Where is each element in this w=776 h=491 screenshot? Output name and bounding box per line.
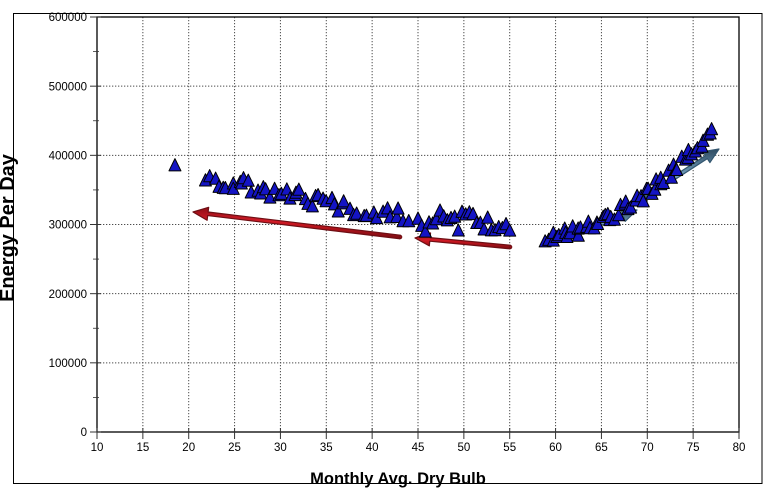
- svg-text:35: 35: [320, 442, 333, 454]
- svg-text:100000: 100000: [49, 358, 87, 370]
- svg-text:200000: 200000: [49, 289, 87, 301]
- svg-text:55: 55: [503, 442, 516, 454]
- svg-text:0: 0: [81, 427, 87, 439]
- svg-text:Monthly Avg. Dry Bulb: Monthly Avg. Dry Bulb: [310, 470, 486, 488]
- svg-text:25: 25: [228, 442, 241, 454]
- svg-text:75: 75: [687, 442, 700, 454]
- svg-text:600000: 600000: [49, 12, 87, 24]
- svg-text:Energy Per Day: Energy Per Day: [0, 153, 19, 302]
- svg-text:65: 65: [595, 442, 608, 454]
- svg-text:10: 10: [91, 442, 104, 454]
- svg-text:40: 40: [366, 442, 379, 454]
- svg-text:20: 20: [182, 442, 195, 454]
- svg-text:70: 70: [641, 442, 654, 454]
- svg-text:50: 50: [457, 442, 470, 454]
- svg-text:300000: 300000: [49, 220, 87, 232]
- svg-text:30: 30: [274, 442, 287, 454]
- svg-text:80: 80: [733, 442, 746, 454]
- svg-text:60: 60: [549, 442, 562, 454]
- svg-text:500000: 500000: [49, 81, 87, 93]
- svg-text:400000: 400000: [49, 151, 87, 163]
- svg-text:15: 15: [136, 442, 149, 454]
- svg-text:45: 45: [412, 442, 425, 454]
